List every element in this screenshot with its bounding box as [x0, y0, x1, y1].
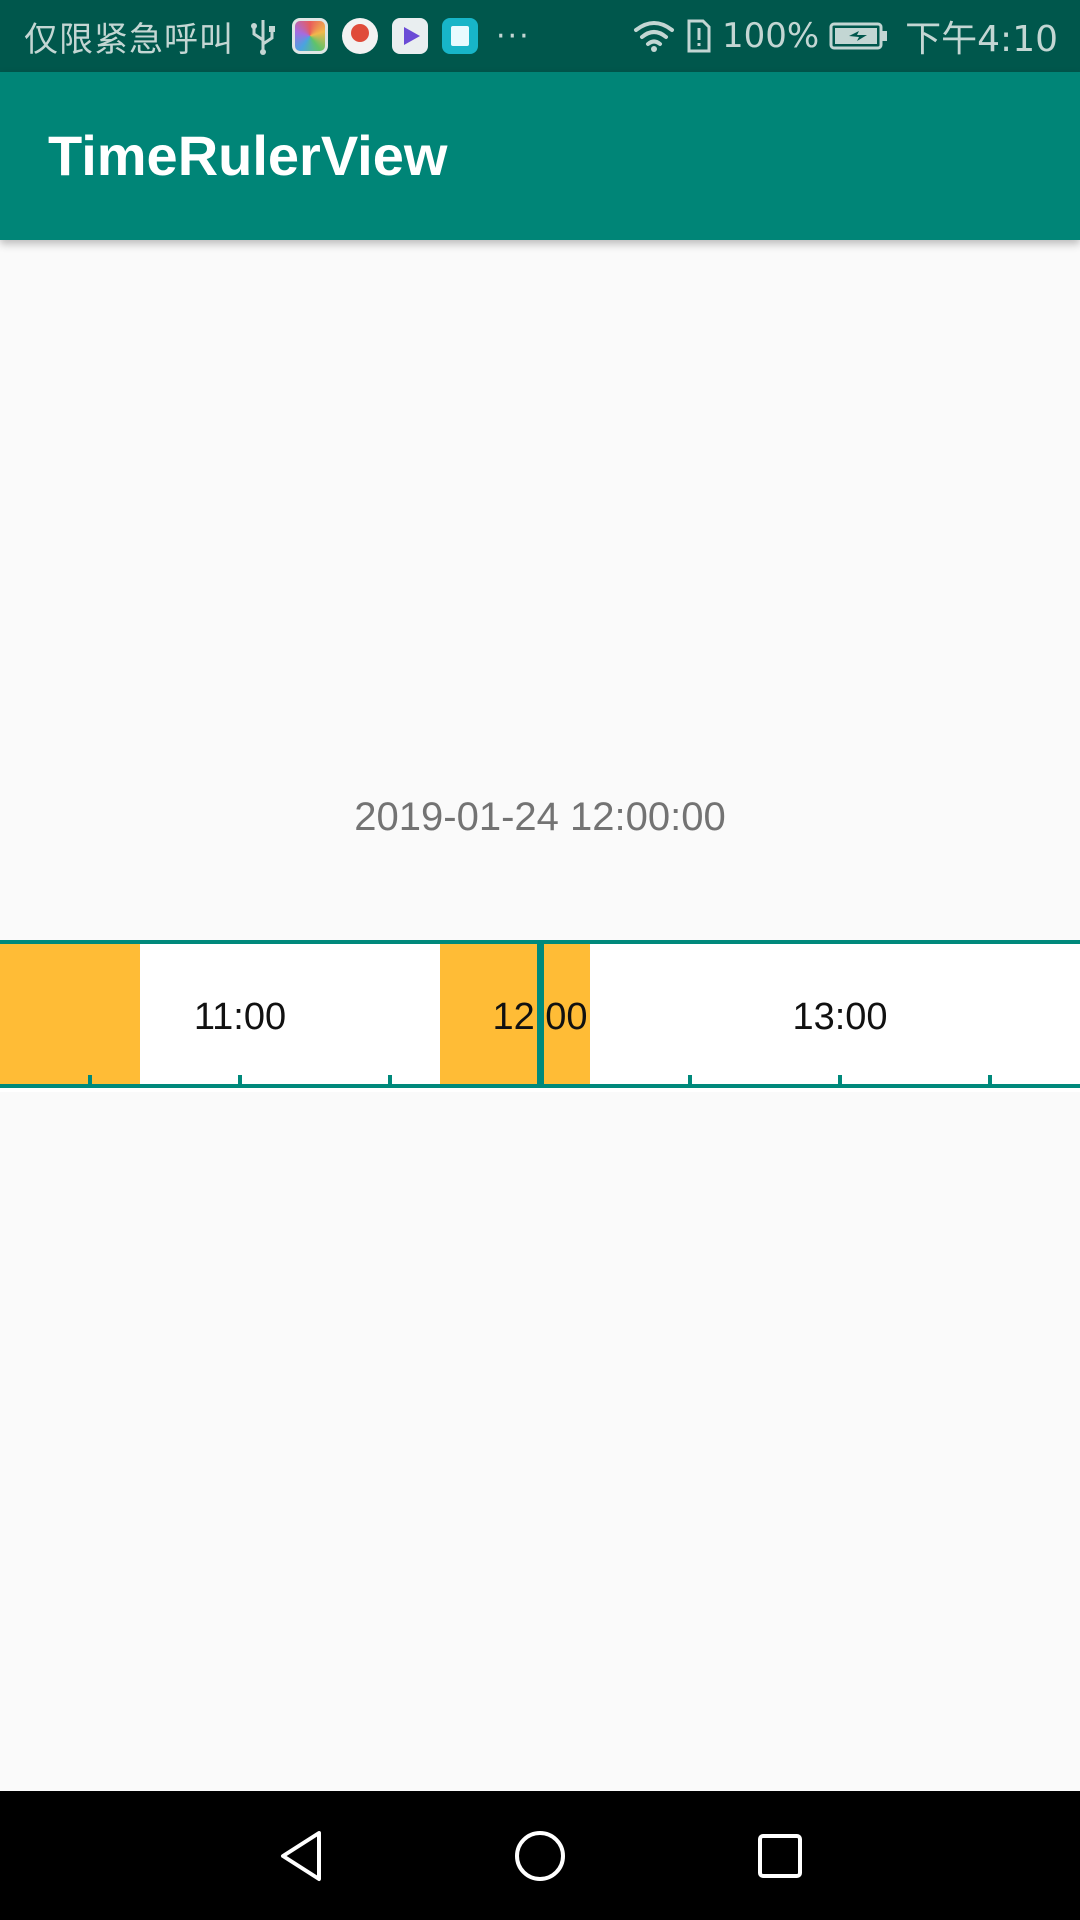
ruler-tick: [838, 1075, 842, 1085]
ruler-tick: [688, 1075, 692, 1085]
status-left: 仅限紧急呼叫 ···: [24, 0, 531, 72]
usb-icon: [251, 20, 275, 55]
app-bar: TimeRulerView: [0, 72, 1080, 240]
ruler-tick: [238, 1075, 242, 1085]
time-cursor[interactable]: [537, 944, 544, 1084]
current-time-text: 2019-01-24 12:00:00: [354, 795, 726, 839]
navigation-bar: [0, 1791, 1080, 1920]
ruler-top-line: [0, 940, 1080, 944]
time-ruler-canvas[interactable]: 11:00 12:00 13:00: [0, 940, 1080, 1092]
time-ruler[interactable]: 11:00 12:00 13:00: [0, 940, 1080, 1092]
home-icon: [514, 1830, 565, 1881]
ruler-tick: [388, 1075, 392, 1085]
clock: 下午4:10: [905, 19, 1058, 60]
recorded-segment: [0, 944, 140, 1088]
wifi-icon: [633, 21, 674, 52]
reader-app-icon: [442, 18, 478, 54]
back-icon: [280, 1830, 321, 1881]
back-button[interactable]: [236, 1791, 365, 1920]
carrier-text: 仅限紧急呼叫: [24, 19, 234, 60]
ruler-tick: [88, 1075, 92, 1085]
battery-percent: 100%: [721, 16, 820, 56]
ruler-tick: [988, 1075, 992, 1085]
maps-app-icon: [342, 18, 378, 54]
ruler-label-11: 11:00: [194, 996, 286, 1038]
app-title: TimeRulerView: [48, 124, 448, 187]
status-bar: 仅限紧急呼叫 ···: [0, 0, 1080, 72]
ruler-bottom-line: [0, 1084, 1080, 1088]
more-notifications-icon: ···: [496, 18, 531, 54]
recents-icon: [757, 1833, 802, 1878]
recorded-segment: [440, 944, 590, 1088]
sim-alert-icon: [687, 19, 711, 53]
recents-button[interactable]: [715, 1791, 844, 1920]
battery-charging-icon: [829, 22, 888, 50]
ruler-label-13: 13:00: [792, 996, 887, 1038]
status-right: 100% 下午4:10: [632, 0, 1058, 72]
video-app-icon: [392, 18, 428, 54]
home-button[interactable]: [475, 1791, 604, 1920]
gallery-app-icon: [292, 18, 328, 54]
